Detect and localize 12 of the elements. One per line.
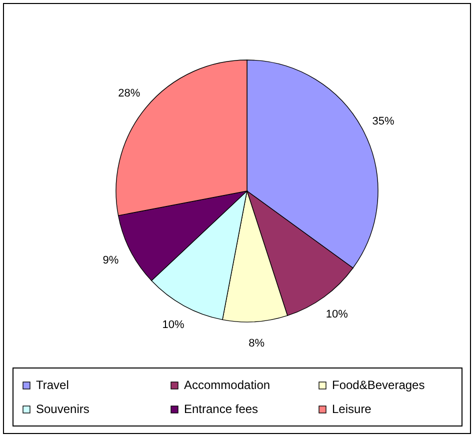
data-label: 10% (162, 318, 185, 331)
data-label: 35% (372, 115, 395, 128)
legend-label: Travel (36, 378, 69, 392)
legend-label: Accommodation (184, 378, 270, 392)
data-label: 10% (326, 308, 348, 321)
legend-label: Souvenirs (36, 402, 90, 416)
data-label: 28% (118, 87, 140, 100)
legend-label: Entrance fees (184, 402, 258, 416)
legend-label: Leisure (332, 402, 372, 416)
legend-label: Food&Beverages (332, 378, 425, 392)
data-label: 8% (248, 338, 265, 350)
data-label: 9% (102, 254, 119, 266)
